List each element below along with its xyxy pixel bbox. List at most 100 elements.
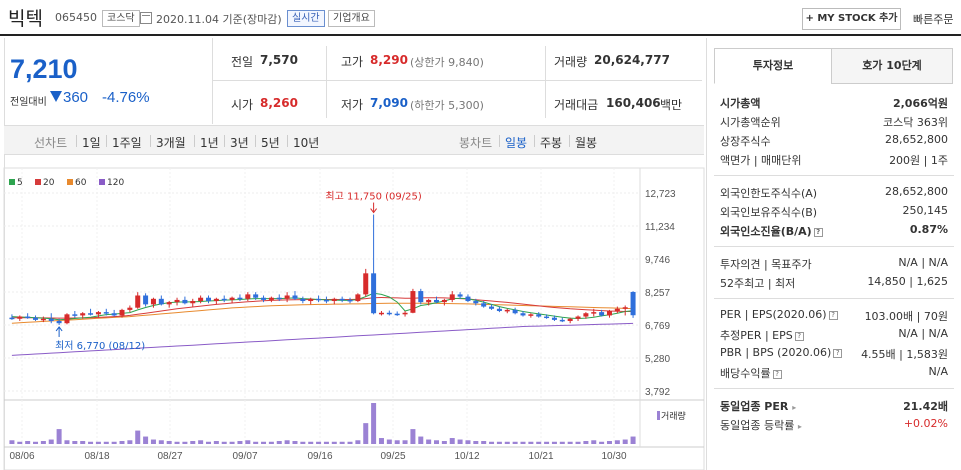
row-foreign-hold: 외국인보유주식수(B) 250,145: [720, 204, 948, 219]
volume-bar: [127, 440, 133, 444]
add-mystock-button[interactable]: + MY STOCK 추가: [802, 8, 901, 30]
open-label: 시가: [231, 98, 254, 112]
candle-body: [394, 313, 400, 316]
volume-bar: [583, 441, 589, 444]
down-arrow-icon: [50, 91, 62, 102]
volume-bar: [135, 430, 141, 444]
candle-body: [441, 299, 447, 303]
candle-body: [80, 313, 86, 316]
volume-bar: [33, 441, 39, 444]
volume-bar: [426, 439, 432, 444]
volume-legend: 거래량: [657, 409, 686, 422]
x-tick-label: 09/07: [232, 451, 257, 462]
candle-body: [331, 298, 337, 302]
help-icon[interactable]: ?: [772, 370, 782, 379]
x-tick-label: 09/25: [380, 451, 405, 462]
tab-3year[interactable]: 3년: [230, 136, 249, 150]
row-foreign-limit: 외국인한도주식수(A) 28,652,800: [720, 185, 948, 200]
quick-order-button[interactable]: 빠른주문: [913, 13, 954, 26]
tab-daily[interactable]: 일봉: [505, 136, 528, 150]
row-sector-change: 동일업종 등락률 ▸ +0.02%: [720, 417, 948, 432]
help-icon[interactable]: ?: [794, 332, 804, 341]
candle-body: [606, 311, 612, 316]
high-value: 8,290: [370, 53, 408, 67]
tab-invest-info[interactable]: 투자정보: [714, 48, 832, 84]
volume-bar: [559, 441, 565, 444]
tab-1week[interactable]: 1주일: [112, 136, 142, 150]
volume-bar: [9, 440, 15, 444]
candle-body: [237, 297, 243, 300]
candle-body: [614, 308, 620, 312]
volume-bar: [245, 440, 251, 444]
volume-bar: [48, 439, 54, 444]
volume-bar: [292, 441, 298, 444]
volume-bar: [551, 441, 557, 444]
y-tick-label: 9,746: [645, 255, 670, 266]
candle-body: [127, 307, 133, 310]
row-shares: 상장주식수 28,652,800: [720, 133, 948, 148]
candle-body: [198, 297, 204, 302]
divider: [212, 38, 213, 124]
candle-body: [402, 312, 408, 315]
volume-bar: [205, 441, 211, 444]
volume-bar: [88, 441, 94, 444]
candle-body: [599, 312, 605, 316]
volume-bar: [512, 441, 518, 444]
volume-bar: [347, 441, 353, 444]
candle-body: [308, 298, 314, 302]
candle-body: [72, 314, 78, 316]
volume-bar: [80, 441, 86, 444]
candle-body: [95, 312, 101, 315]
row-market-cap: 시가총액 2,066억원: [720, 97, 948, 110]
row-foreign-ratio: 외국인소진율(B/A)? 0.87%: [720, 223, 948, 238]
tab-weekly[interactable]: 주봉: [540, 136, 563, 150]
tab-monthly[interactable]: 월봉: [575, 136, 598, 150]
candle-body: [9, 317, 15, 320]
y-tick-label: 6,769: [645, 321, 670, 332]
tab-separator: [287, 135, 288, 147]
help-icon[interactable]: ?: [833, 349, 843, 358]
candle-body: [418, 291, 424, 303]
volume-bar: [253, 441, 259, 444]
candle-body: [245, 294, 251, 299]
help-icon[interactable]: ?: [813, 228, 823, 237]
tab-candle-chart[interactable]: 봉차트: [459, 136, 493, 150]
tab-1year[interactable]: 1년: [200, 136, 219, 150]
candle-body: [363, 273, 369, 295]
chevron-right-icon[interactable]: ▸: [792, 403, 797, 412]
volume-bar: [449, 438, 455, 444]
candle-body: [25, 316, 31, 319]
company-info-button[interactable]: 기업개요: [328, 10, 375, 27]
amount-unit: 백만: [660, 98, 683, 112]
x-tick-label: 10/12: [454, 451, 479, 462]
x-tick-label: 08/27: [157, 451, 182, 462]
divider: [212, 80, 702, 81]
candle-body: [575, 316, 581, 319]
chevron-right-icon[interactable]: ▸: [797, 422, 802, 431]
tab-3month[interactable]: 3개월: [156, 136, 186, 150]
x-tick-label: 10/30: [601, 451, 626, 462]
current-price: 7,210: [10, 54, 78, 84]
legend-ma5: 5: [9, 178, 23, 188]
tab-orderbook[interactable]: 호가 10단계: [831, 48, 953, 84]
volume-bar: [237, 441, 243, 444]
tab-10year[interactable]: 10년: [293, 136, 320, 150]
volume-bar: [599, 441, 605, 444]
candle-body: [135, 295, 141, 308]
low-arrow-head: [55, 326, 63, 332]
volume-bar: [371, 403, 377, 444]
open-value: 8,260: [260, 96, 298, 110]
candle-body: [174, 299, 180, 303]
realtime-button[interactable]: 실시간: [287, 10, 325, 27]
tab-1day[interactable]: 1일: [82, 136, 101, 150]
volume-bar: [308, 441, 314, 444]
tab-line-chart[interactable]: 선차트: [34, 136, 68, 150]
help-icon[interactable]: ?: [828, 311, 838, 320]
tab-5year[interactable]: 5년: [261, 136, 280, 150]
market-tag: 코스닥: [102, 10, 140, 27]
low-label: 저가: [341, 98, 364, 112]
candle-body: [591, 312, 597, 314]
divider: [714, 246, 954, 247]
volume-bar: [25, 441, 31, 444]
